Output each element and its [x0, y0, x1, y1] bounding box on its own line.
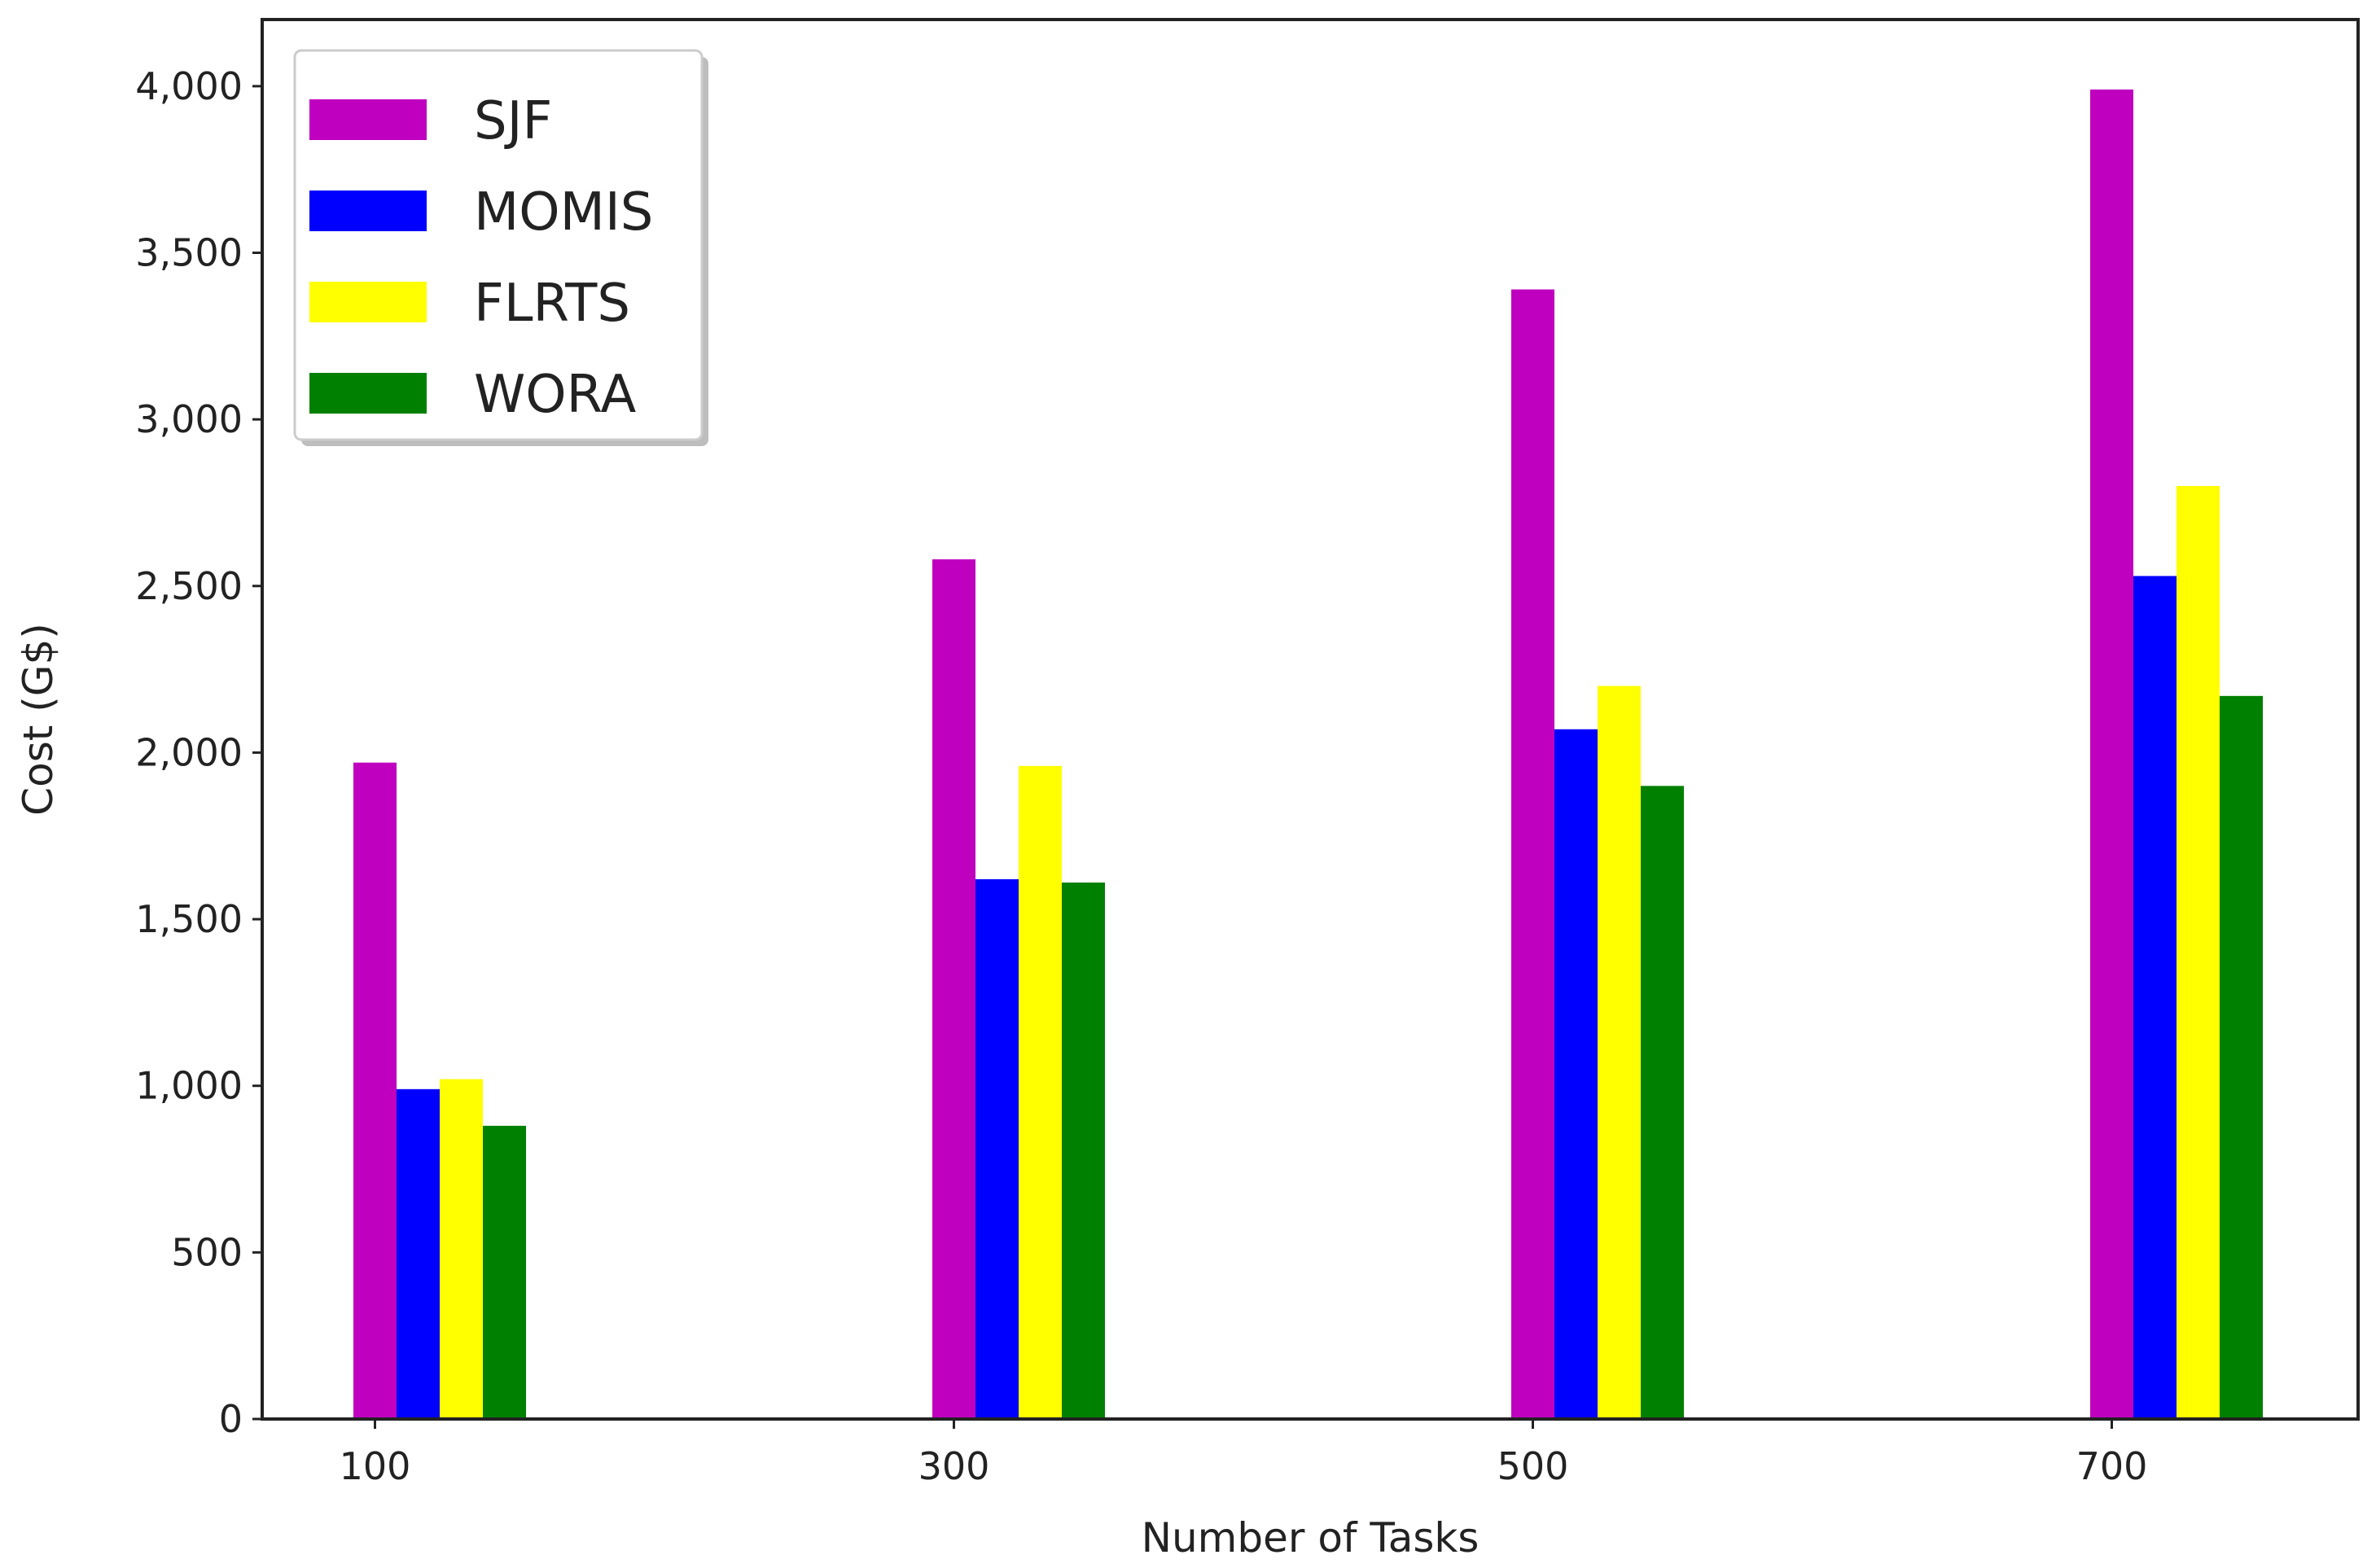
legend-label-wora: WORA	[474, 365, 637, 425]
bar-sjf-500	[1511, 289, 1554, 1419]
bar-wora-500	[1641, 786, 1684, 1419]
plot-area-frame	[261, 18, 2360, 1421]
legend-swatch-wora	[309, 373, 427, 414]
legend-label-flrts: FLRTS	[474, 274, 630, 334]
x-tick-label: 700	[2076, 1444, 2148, 1488]
x-tick-label: 500	[1497, 1444, 1569, 1488]
bar-sjf-300	[932, 559, 975, 1419]
bar-momis-100	[397, 1088, 440, 1419]
y-tick-label: 500	[171, 1230, 243, 1274]
y-axis-ticks: 0 500 1,000 1,500 2,000 2,500 3,000 3,500 4,000	[135, 64, 262, 1441]
y-tick-label: 3,000	[135, 397, 243, 441]
bar-sjf-700	[2090, 89, 2133, 1420]
bar-sjf-100	[353, 762, 397, 1419]
y-axis-label: Cost (G$)	[15, 623, 62, 816]
legend-label-momis: MOMIS	[474, 182, 653, 243]
y-tick-label: 1,000	[135, 1064, 243, 1108]
x-axis-ticks: 100 300 500 700	[340, 1419, 2148, 1488]
bar-flrts-500	[1598, 685, 1641, 1419]
y-tick-label: 2,000	[135, 730, 243, 774]
bar-flrts-300	[1019, 765, 1062, 1419]
x-axis-label: Number of Tasks	[1142, 1514, 1480, 1561]
bar-flrts-100	[440, 1079, 483, 1419]
y-tick-label: 2,500	[135, 564, 243, 608]
y-tick-label: 4,000	[135, 64, 243, 108]
bar-wora-100	[483, 1125, 526, 1419]
bar-momis-500	[1554, 729, 1598, 1419]
y-tick-label: 0	[219, 1397, 243, 1441]
y-tick-label: 3,500	[135, 231, 243, 275]
legend-swatch-momis	[309, 191, 427, 231]
legend: SJF MOMIS FLRTS WORA	[293, 49, 708, 446]
legend-box	[293, 49, 704, 441]
bar-flrts-700	[2177, 486, 2220, 1419]
legend-swatch-flrts	[309, 282, 427, 322]
x-tick-label: 100	[340, 1444, 411, 1488]
bar-momis-700	[2133, 576, 2177, 1420]
bar-wora-700	[2220, 695, 2263, 1419]
legend-swatch-sjf	[309, 99, 427, 140]
bar-wora-300	[1062, 883, 1105, 1419]
bar-group	[353, 89, 2263, 1420]
x-tick-label: 300	[918, 1444, 990, 1488]
bar-momis-300	[975, 878, 1019, 1419]
legend-label-sjf: SJF	[474, 91, 552, 151]
y-tick-label: 1,500	[135, 897, 243, 941]
